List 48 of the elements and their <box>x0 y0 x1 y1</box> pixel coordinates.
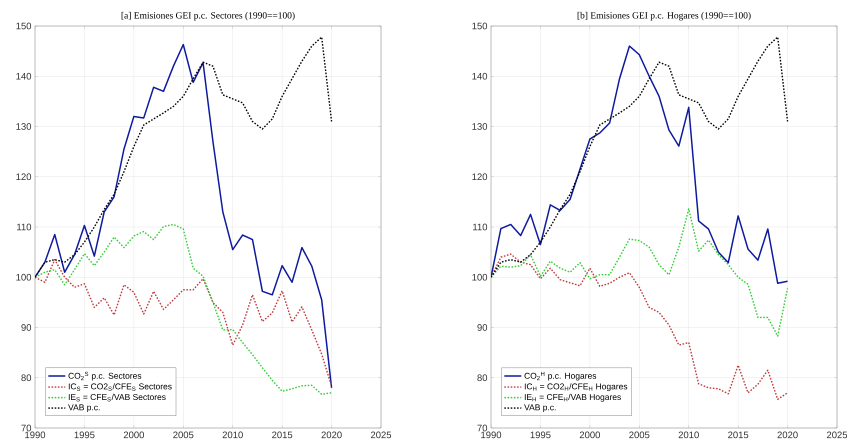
y-tick-label: 150 <box>472 22 488 30</box>
line-series <box>35 44 332 389</box>
x-tick-label: 1990 <box>25 432 46 438</box>
x-tick-label: 2000 <box>580 432 600 438</box>
x-tick-label: 2015 <box>272 432 292 438</box>
y-tick-label: 80 <box>21 374 32 382</box>
y-tick-label: 130 <box>472 123 488 130</box>
legend-label: VAB p.c. <box>524 404 556 412</box>
line-series <box>35 224 332 396</box>
x-tick-label: 1995 <box>74 432 95 438</box>
x-tick-label: 2000 <box>124 432 144 438</box>
y-tick-label: 100 <box>472 274 488 281</box>
y-tick-label: 120 <box>472 173 488 180</box>
legend-label: IC$_{H}$ = CO2$_{H}$/CFE$_{H}$ Hogares <box>524 383 628 392</box>
x-tick-label: 2010 <box>222 432 243 438</box>
y-tick-label: 90 <box>21 324 32 331</box>
x-tick-label: 2015 <box>728 432 748 438</box>
y-tick-label: 110 <box>17 224 32 230</box>
x-tick-label: 1990 <box>481 432 502 438</box>
legend-label: IE$_{S}$ = CFE$_{S}$/VAB Sectores <box>68 394 166 402</box>
legend-label: CO$_{2}$$^{S}$ p.c. Sectores <box>68 372 142 380</box>
x-tick-label: 1995 <box>530 432 551 438</box>
chart-title: [a] Emisiones GEI p.c. Sectores (1990==100) <box>122 12 295 20</box>
x-tick-label: 2010 <box>678 432 699 438</box>
x-tick-label: 2005 <box>173 432 194 438</box>
y-tick-label: 80 <box>477 374 488 382</box>
legend-label: IC$_{S}$ = CO2$_{S}$/CFE$_{S}$ Sectores <box>68 383 172 391</box>
line-series <box>491 208 788 337</box>
legend-label: VAB p.c. <box>68 404 100 412</box>
x-tick-label: 2025 <box>826 432 847 438</box>
x-tick-label: 2020 <box>322 432 342 438</box>
y-tick-label: 140 <box>472 72 488 80</box>
y-tick-label: 100 <box>16 274 32 281</box>
chart-title: [b] Emisiones GEI p.c. Hogares (1990==100) <box>578 12 751 20</box>
y-tick-label: 120 <box>16 173 32 180</box>
x-tick-label: 2005 <box>629 432 650 438</box>
y-tick-label: 70 <box>477 424 488 432</box>
legend-label: IE$_{H}$ = CFE$_{H}$/VAB Hogares <box>524 394 621 402</box>
y-tick-label: 110 <box>473 224 488 230</box>
x-tick-label: 2025 <box>370 432 392 438</box>
y-tick-label: 70 <box>21 424 32 432</box>
legend-label: CO$_{2}$$^{H}$ p.c. Hogares <box>524 372 596 380</box>
y-tick-label: 140 <box>16 72 32 80</box>
line-series <box>491 253 788 400</box>
y-tick-label: 90 <box>477 324 488 331</box>
x-tick-label: 2020 <box>778 432 798 438</box>
y-tick-label: 150 <box>16 22 32 30</box>
y-tick-label: 130 <box>16 123 32 130</box>
